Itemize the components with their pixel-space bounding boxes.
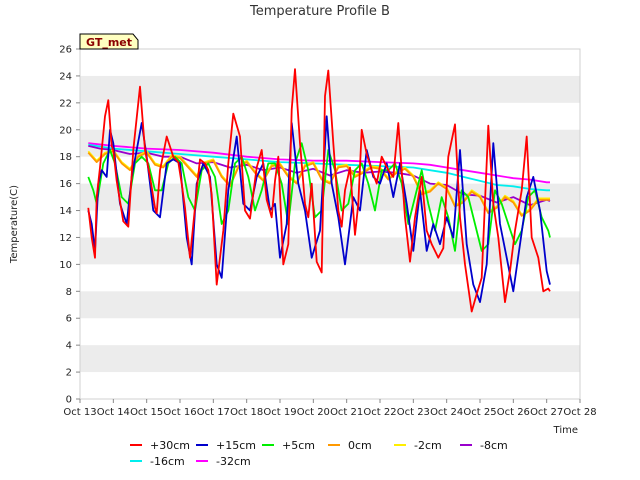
x-tick-label: Oct 16 [163, 407, 196, 418]
y-tick-label: 10 [59, 260, 72, 271]
x-tick-label: Oct 18 [230, 407, 263, 418]
x-tick-label: Oct 15 [130, 407, 163, 418]
legend-label: -2cm [414, 439, 442, 452]
gt-met-badge-text: GT_met [86, 36, 132, 49]
y-tick-label: 20 [59, 125, 72, 136]
legend-item: -8cm [460, 439, 508, 452]
series-line-plus30cm [87, 68, 551, 313]
legend-label: +15cm [216, 439, 256, 452]
y-tick-label: 4 [66, 341, 72, 352]
y-tick-label: 18 [59, 152, 72, 163]
plot-border [79, 48, 581, 400]
x-tick-label: Oct 25 [463, 407, 496, 418]
legend-label: -16cm [150, 455, 185, 468]
x-tick-label: Oct 21 [330, 407, 363, 418]
y-tick-label: 8 [66, 287, 72, 298]
legend-label: -32cm [216, 455, 251, 468]
legend: +30cm +15cm +5cm 0cm -2cm -8cm -16cm -32cm [130, 439, 508, 468]
y-tick-label: 12 [59, 233, 72, 244]
x-axis: Oct 13 Oct 14 Oct 15 Oct 16 Oct 17 Oct 18 Oct … [63, 399, 597, 418]
legend-item: +30cm [130, 439, 190, 452]
legend-label: -8cm [480, 439, 508, 452]
y-tick-label: 16 [59, 179, 72, 190]
y-tick-label: 2 [66, 368, 72, 379]
x-tick-label: Oct 14 [97, 407, 130, 418]
y-tick-label: 26 [59, 45, 72, 56]
x-tick-label: Oct 22 [363, 407, 396, 418]
plot-frame [79, 48, 581, 400]
x-tick-label: Oct 24 [430, 407, 463, 418]
x-tick-label: Oct 27 [530, 407, 563, 418]
chart-title: Temperature Profile B [249, 4, 390, 19]
legend-label: 0cm [348, 439, 372, 452]
x-tick-label: Oct 20 [297, 407, 330, 418]
gt-met-badge: GT_met [79, 33, 139, 50]
x-tick-label: Oct 26 [497, 407, 530, 418]
legend-item: -16cm [130, 455, 185, 468]
legend-item: +5cm [262, 439, 315, 452]
x-tick-label: Oct 17 [197, 407, 230, 418]
y-axis-label: Temperature(C) [9, 185, 20, 264]
x-tick-label: Oct 23 [397, 407, 430, 418]
series-line-minus32cm [88, 142, 550, 184]
x-tick-label: Oct 19 [263, 407, 296, 418]
x-tick-label: Oct 28 [563, 407, 596, 418]
legend-label: +5cm [282, 439, 315, 452]
grid-band [80, 345, 580, 373]
y-tick-label: 0 [66, 395, 72, 406]
legend-item: +15cm [196, 439, 256, 452]
grid-band [80, 237, 580, 265]
legend-label: +30cm [150, 439, 190, 452]
y-tick-label: 24 [59, 71, 72, 82]
y-tick-label: 14 [59, 206, 72, 217]
legend-item: -32cm [196, 455, 251, 468]
x-tick-label: Oct 13 [63, 407, 96, 418]
series-line-minus8cm [88, 145, 551, 207]
y-tick-label: 6 [66, 314, 72, 325]
series-line-plus5cm [87, 142, 551, 252]
grid-band [80, 291, 580, 319]
series-layer [87, 68, 551, 313]
x-axis-label: Time [553, 425, 578, 436]
legend-item: 0cm [328, 439, 372, 452]
legend-item: -2cm [394, 439, 442, 452]
y-tick-label: 22 [59, 98, 72, 109]
